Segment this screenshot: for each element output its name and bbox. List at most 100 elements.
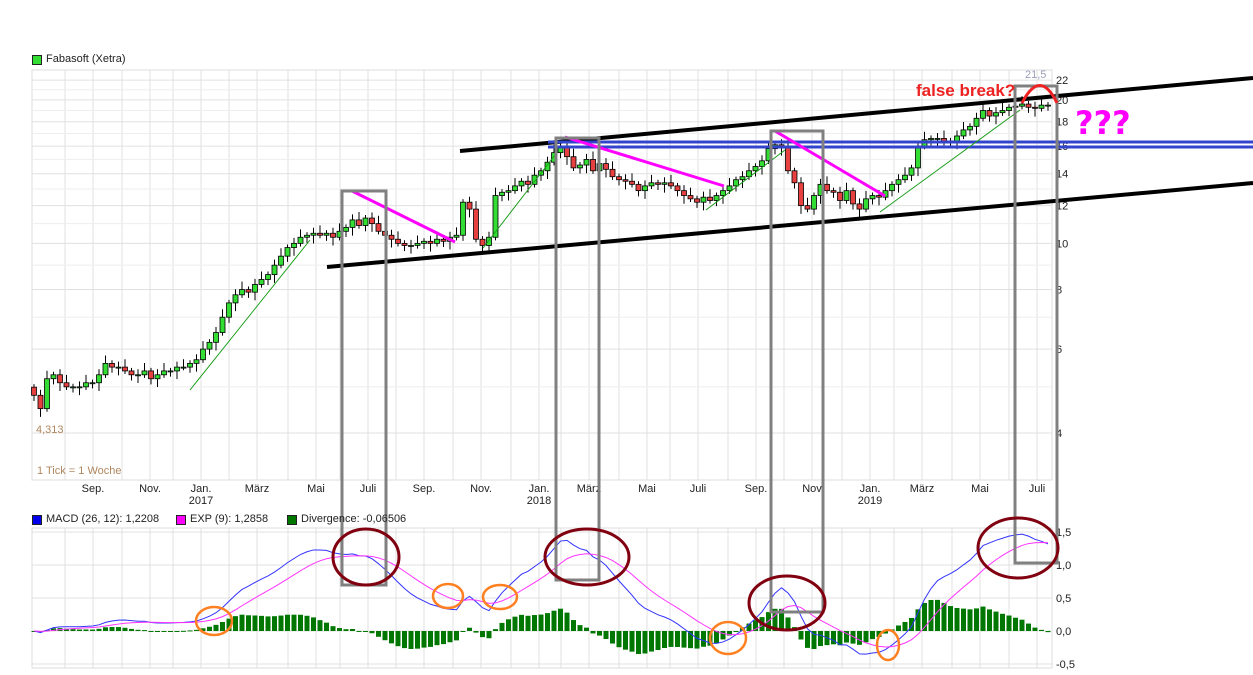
candle-up <box>895 179 902 185</box>
divergence-bar <box>434 631 440 646</box>
candle-down <box>694 198 700 203</box>
candles <box>31 96 1051 417</box>
candle-up <box>512 185 518 192</box>
candle-down <box>681 190 687 196</box>
candle-up <box>713 195 720 201</box>
month-tick-label: Jan. <box>860 483 881 495</box>
divergence-bar <box>90 629 95 631</box>
divergence-bar <box>662 631 667 648</box>
macd-panel <box>31 533 1051 655</box>
divergence-bar <box>1032 627 1038 631</box>
candle-up <box>161 370 167 376</box>
candle-up <box>258 279 265 285</box>
month-tick-label: Sep. <box>82 483 105 495</box>
candle-down <box>635 183 642 192</box>
divergence-bar <box>818 631 823 647</box>
divergence-bar <box>246 615 251 631</box>
candle-up <box>486 236 492 246</box>
year-tick-label: 2018 <box>527 495 551 507</box>
divergence-bar <box>181 630 186 632</box>
divergence-bar <box>551 610 557 631</box>
macd-tick-label: 0,0 <box>1056 626 1071 638</box>
candle-up <box>252 284 258 293</box>
candle-down <box>856 203 863 210</box>
candle-up <box>219 316 226 333</box>
month-tick-label: Nov. <box>139 483 161 495</box>
divergence-bar <box>447 631 453 643</box>
divergence-bar <box>343 629 349 631</box>
divergence-bar <box>376 631 381 637</box>
month-tick-label: Nov <box>802 483 822 495</box>
divergence-bar <box>655 631 661 651</box>
macd-legend-macd: MACD (26, 12): 1,2208 <box>32 513 159 526</box>
candle-up <box>902 174 908 181</box>
divergence-bar <box>701 631 706 647</box>
divergence-bar <box>499 622 505 631</box>
candle-up <box>518 180 525 187</box>
divergence-bar <box>857 631 862 645</box>
candle-up <box>648 182 655 187</box>
candle-down <box>356 219 362 226</box>
divergence-bar <box>402 631 407 649</box>
divergence-bar <box>382 631 388 641</box>
signal-line <box>33 541 1049 648</box>
highlight-box-2 <box>554 136 601 582</box>
divergence-bar <box>961 608 966 631</box>
candle-down <box>622 179 629 182</box>
price-tick-label: 6 <box>1056 344 1062 356</box>
candle-up <box>206 341 213 350</box>
candle-up <box>863 198 869 210</box>
candle-up <box>752 166 759 172</box>
divergence-bar <box>291 614 297 631</box>
divergence-bar <box>980 606 986 631</box>
divergence-bar <box>538 614 544 631</box>
price-tick-label: 10 <box>1056 238 1068 250</box>
candle-down <box>245 289 252 293</box>
divergence-bar <box>239 614 245 631</box>
divergence-bar <box>285 614 290 631</box>
divergence-bar <box>941 602 947 631</box>
divergence-bar <box>200 628 206 631</box>
candle-up <box>297 236 304 244</box>
divergence-bar <box>909 617 914 631</box>
price-tick-label: 8 <box>1056 285 1062 297</box>
candle-up <box>642 185 648 192</box>
price-tick-label: 14 <box>1056 169 1068 181</box>
macd-legend-divergence: Divergence: -0,06506 <box>287 513 406 526</box>
divergence-bar <box>233 616 238 631</box>
divergence-bar <box>317 620 323 631</box>
crossover-circle-1 <box>194 605 234 637</box>
candle-up <box>89 382 96 385</box>
divergence-bar <box>532 615 537 631</box>
divergence-bar <box>577 625 583 631</box>
candle-up <box>980 110 986 119</box>
divergence-bar <box>135 629 141 631</box>
candle-up <box>44 378 50 410</box>
month-tick-label: Juli <box>360 483 377 495</box>
candle-up <box>213 332 219 343</box>
macd-tick-label: 1,0 <box>1056 560 1071 572</box>
month-tick-label: März <box>910 483 934 495</box>
divergence-bar <box>675 631 680 647</box>
divergence-bar <box>116 627 121 631</box>
divergence-bar <box>428 631 433 647</box>
candle-up <box>954 135 960 142</box>
divergence-bar <box>779 608 784 631</box>
month-tick-label: März <box>245 483 269 495</box>
price-tick-label: 12 <box>1056 201 1068 213</box>
month-tick-label: Jan. <box>529 483 550 495</box>
candle-down <box>148 370 154 380</box>
divergence-swatch <box>287 514 297 525</box>
divergence-bar <box>493 629 498 631</box>
divergence-bar <box>77 629 82 631</box>
divergence-bar <box>720 631 726 640</box>
question-label: ??? <box>1075 104 1131 142</box>
candle-up <box>967 125 973 131</box>
divergence-bar <box>610 631 615 644</box>
divergence-bar <box>324 622 329 631</box>
divergence-bar <box>636 631 641 655</box>
divergence-bar <box>129 628 134 631</box>
divergence-bar <box>460 631 466 632</box>
candle-up <box>928 138 934 141</box>
